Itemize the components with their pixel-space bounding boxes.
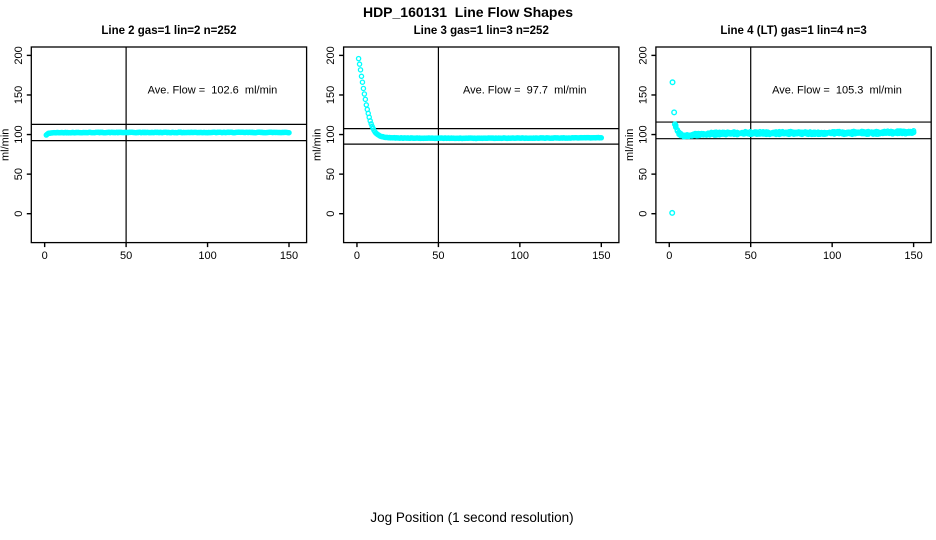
data-point [910,129,917,136]
data-point [356,61,363,67]
y-tick-label: 150 [325,86,337,104]
ave-flow-annotation: Ave. Flow = 105.3 ml/min [772,84,902,96]
plot-box [30,46,308,244]
data-point [361,91,368,97]
y-tick-label: 100 [13,125,25,143]
y-tick-label: 150 [13,86,25,104]
y-tick-label: 0 [637,211,649,217]
ave-flow-annotation: Ave. Flow = 102.6 ml/min [148,84,278,96]
y-axis-unit-label: ml/min [0,129,11,161]
y-tick-label: 200 [13,46,25,64]
data-point [355,55,362,62]
y-tick-label: 200 [325,46,337,64]
panel-title: Line 4 (LT) gas=1 lin=4 n=3 [720,25,866,37]
y-tick-label: 50 [13,168,25,180]
x-tick-label: 50 [120,250,132,262]
x-tick-label: 0 [666,250,672,262]
outlier-point [671,121,678,128]
panel-title: Line 2 gas=1 lin=2 n=252 [101,25,236,37]
data-point [598,135,605,141]
x-tick-label: 100 [823,250,841,262]
y-axis-unit-label: ml/min [312,129,324,161]
x-tick-label: 0 [354,250,360,262]
plot-box [655,46,932,244]
y-axis-unit-label: ml/min [624,129,636,161]
y-tick-label: 0 [13,211,25,217]
panel-2: 0 50 100 150 0 50 100 150 200 ml/min Line 3 gas=1 … [312,25,620,262]
y-tick-label: 150 [637,86,649,104]
data-point [360,85,367,92]
data-point [358,73,365,80]
y-tick-label: 200 [637,46,649,64]
data-point [286,129,292,136]
data-points [43,129,292,138]
data-points [669,79,917,216]
data-point [673,122,679,129]
x-tick-label: 100 [511,250,529,262]
x-tick-label: 150 [280,250,298,262]
x-axis-label: Jog Position (1 second resolution) [370,510,573,525]
x-tick-label: 150 [592,250,610,262]
data-point [368,121,374,127]
x-tick-label: 100 [198,250,216,262]
x-tick-label: 0 [42,250,48,262]
outlier-point [669,209,676,216]
ave-flow-annotation: Ave. Flow = 97.7 ml/min [463,84,587,96]
chart-title: HDP_160131 Line Flow Shapes [363,4,573,20]
x-tick-label: 50 [432,250,444,262]
panel-1: 0 50 100 150 0 50 100 150 200 ml/min Line 2 gas=1 … [0,25,308,262]
data-points [355,55,605,142]
outlier-point [669,79,676,86]
y-tick-label: 50 [325,168,337,180]
panels-group: 0 50 100 150 0 50 100 150 200 ml/min Line 2 gas=1 … [0,25,932,262]
data-point [367,118,373,124]
x-tick-label: 50 [745,250,757,262]
plot-box [342,46,620,244]
outlier-point [671,109,678,116]
data-point [362,96,369,103]
panel-title: Line 3 gas=1 lin=3 n=252 [414,25,549,37]
panel-3: 0 50 100 150 0 50 100 150 200 ml/min Line 4 (LT) g… [624,25,932,262]
data-point [357,67,364,73]
y-tick-label: 100 [637,125,649,143]
data-point [363,102,370,108]
y-tick-label: 100 [325,125,337,143]
x-tick-label: 150 [904,250,922,262]
data-point [359,79,366,85]
y-tick-label: 0 [325,211,337,217]
y-tick-label: 50 [637,168,649,180]
